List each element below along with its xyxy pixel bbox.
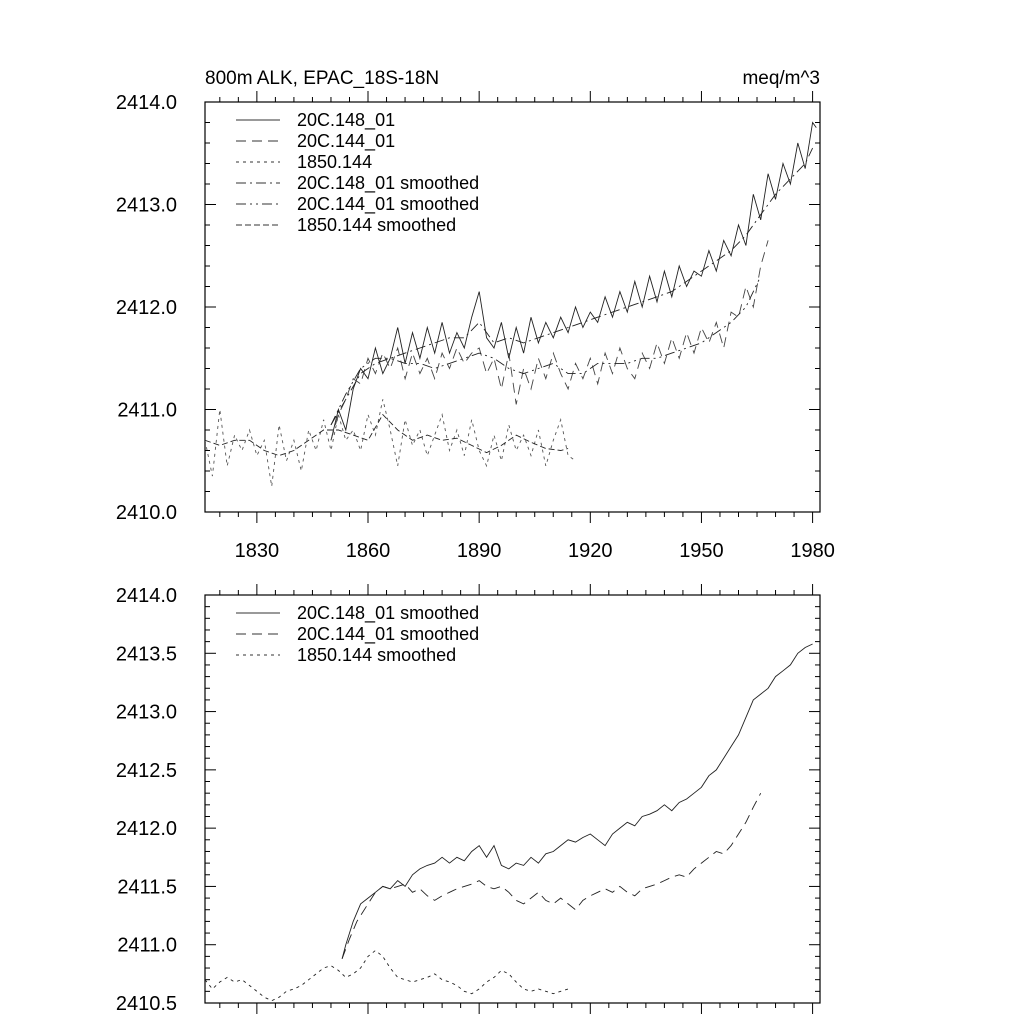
x-tick-label: 1920 (568, 540, 613, 562)
y-tick-label: 2411.0 (117, 935, 177, 957)
series-line-20c-148-01 (330, 121, 817, 441)
x-tick-label: 1860 (346, 540, 391, 562)
y-tick-label: 2410.0 (116, 502, 177, 524)
series-line-1850-144-smoothed (205, 413, 569, 457)
plot-frame (204, 594, 821, 1004)
x-tick-label: 1830 (235, 540, 280, 562)
legend-label: 20C.148_01 (297, 110, 395, 131)
y-tick-label: 2413.0 (116, 702, 177, 724)
y-tick-label: 2412.0 (116, 297, 177, 319)
y-tick-label: 2414.0 (116, 585, 177, 607)
series-line-1850-144 (205, 399, 576, 487)
legend-label: 20C.148_01 smoothed (297, 173, 479, 194)
chart-panel-1: 1830 1860 1890 1920 1950 1980 2410.0 2411.0 2412… (116, 68, 835, 562)
legend-label: 20C.148_01 smoothed (297, 603, 479, 624)
y-tick-label: 2411.5 (117, 876, 177, 898)
x-tick-label: 1950 (679, 540, 724, 562)
series-line-20c-144-01 (330, 240, 769, 441)
y-tick-label: 2413.0 (116, 195, 177, 217)
x-tick-label: 1890 (457, 540, 502, 562)
legend-label: 1850.144 smoothed (297, 645, 456, 665)
chart-title: 800m ALK, EPAC_18S-18N (205, 68, 439, 89)
y-tick-label: 2410.5 (116, 993, 177, 1015)
y-tick-label: 2412.5 (116, 760, 177, 782)
legend-label: 20C.144_01 smoothed (297, 624, 479, 645)
legend-label: 1850.144 smoothed (297, 215, 456, 235)
series-line-20c-148-01-smoothed (330, 147, 814, 426)
legend-label: 20C.144_01 smoothed (297, 194, 479, 215)
chart-panel-2: 2410.5 2411.0 2411.5 2412.0 2412.5 2413.0 2413… (116, 584, 821, 1015)
legend-label: 20C.144_01 (297, 131, 395, 152)
series-line-20c-144-01-smoothed (341, 792, 762, 959)
series-line-1850-144-smoothed (205, 949, 569, 1002)
series-line-20c-144-01-smoothed (330, 276, 762, 426)
y-tick-label: 2411.0 (117, 400, 177, 422)
y-tick-label: 2413.5 (116, 643, 177, 665)
units-label: meq/m^3 (742, 68, 820, 89)
legend-label: 1850.144 (297, 152, 372, 172)
x-tick-label: 1980 (790, 540, 835, 562)
series-line-20c-148-01-smoothed (341, 643, 813, 959)
y-tick-label: 2414.0 (116, 92, 177, 114)
y-tick-label: 2412.0 (116, 818, 177, 840)
